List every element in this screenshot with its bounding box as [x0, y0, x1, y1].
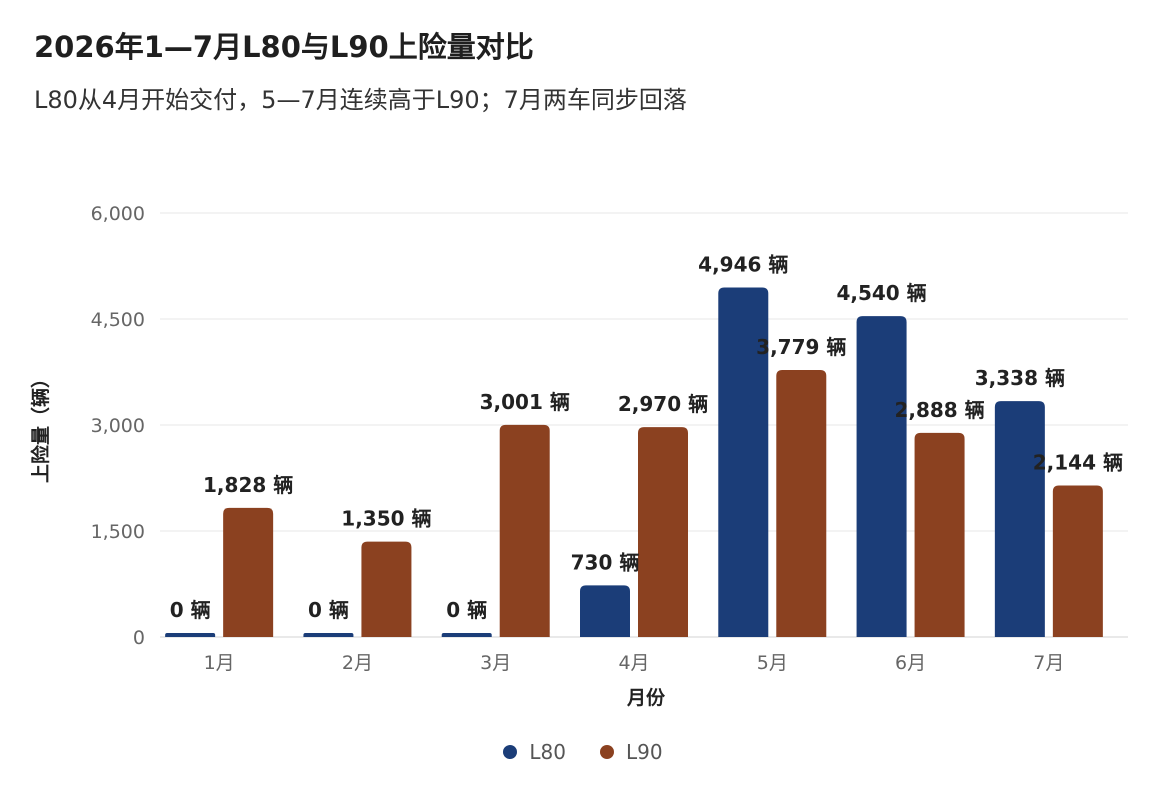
data-label-l80-5: 4,946 辆	[698, 252, 788, 276]
data-label-l90-7: 2,144 辆	[1033, 450, 1123, 474]
data-label-l80-2: 0 辆	[308, 598, 349, 622]
x-tick-label: 2月	[342, 652, 373, 674]
legend-label-l80: L80	[529, 740, 566, 764]
x-tick-label: 4月	[618, 652, 649, 674]
data-label-l90-2: 1,350 辆	[341, 507, 431, 531]
bar-l90-4[interactable]	[638, 427, 688, 637]
x-axis-ticks: 1月 2月 3月 4月 5月 6月 7月	[204, 652, 1065, 674]
legend-swatch-l80	[503, 745, 518, 759]
data-label-l90-5: 3,779 辆	[756, 335, 846, 359]
bar-l90-3[interactable]	[499, 424, 550, 637]
bar-l80-6[interactable]	[856, 316, 907, 637]
x-tick-label: 5月	[757, 652, 788, 674]
data-label-l90-3: 3,001 辆	[480, 390, 570, 414]
legend-item-l90[interactable]: L90	[600, 740, 663, 764]
data-label-l90-1: 1,828 辆	[203, 473, 293, 497]
x-tick-label: 6月	[895, 652, 926, 674]
bar-l90-2[interactable]	[361, 541, 412, 637]
chart-title: 2026年1—7月L80与L90上险量对比	[34, 30, 534, 64]
y-tick-label: 4,500	[91, 309, 145, 331]
y-axis-title: 上险量（辆）	[29, 369, 52, 483]
legend-swatch-l90	[600, 745, 614, 759]
y-tick-label: 0	[133, 627, 145, 649]
y-tick-label: 3,000	[91, 415, 145, 437]
data-label-l80-3: 0 辆	[446, 598, 487, 622]
bar-l80-1[interactable]	[165, 633, 216, 637]
data-label-l80-7: 3,338 辆	[975, 366, 1065, 390]
bar-l80-4[interactable]	[580, 585, 630, 637]
bar-l90-1[interactable]	[223, 507, 274, 637]
legend-label-l90: L90	[626, 740, 663, 764]
legend: L80 L90	[0, 740, 1166, 764]
data-label-l90-4: 2,970 辆	[618, 392, 708, 416]
bar-l80-5[interactable]	[718, 287, 769, 637]
bar-l90-7[interactable]	[1052, 485, 1103, 637]
data-label-l80-6: 4,540 辆	[836, 281, 926, 305]
bar-l80-3[interactable]	[441, 633, 492, 637]
bar-l90-6[interactable]	[914, 432, 965, 637]
y-tick-label: 6,000	[91, 203, 145, 225]
data-label-l80-4: 730 辆	[571, 550, 640, 574]
bar-l80-2[interactable]	[303, 633, 354, 637]
data-label-l90-6: 2,888 辆	[894, 398, 984, 422]
data-label-l80-1: 0 辆	[170, 598, 211, 622]
bar-l90-5[interactable]	[776, 369, 827, 637]
data-labels: 0 辆 1,828 辆 0 辆 1,350 辆 0 辆 3,001 辆 730 辆 2,970…	[170, 252, 1123, 622]
bars	[165, 287, 1103, 637]
x-tick-label: 3月	[480, 652, 511, 674]
x-axis-title: 月份	[626, 686, 666, 709]
legend-item-l80[interactable]: L80	[503, 740, 566, 764]
x-tick-label: 1月	[204, 652, 235, 674]
y-axis-ticks: 0 1,500 3,000 4,500 6,000	[91, 203, 145, 649]
bar-l80-7[interactable]	[994, 401, 1045, 637]
chart-subtitle: L80从4月开始交付，5—7月连续高于L90；7月两车同步回落	[34, 86, 687, 114]
y-tick-label: 1,500	[91, 521, 145, 543]
x-tick-label: 7月	[1033, 652, 1064, 674]
